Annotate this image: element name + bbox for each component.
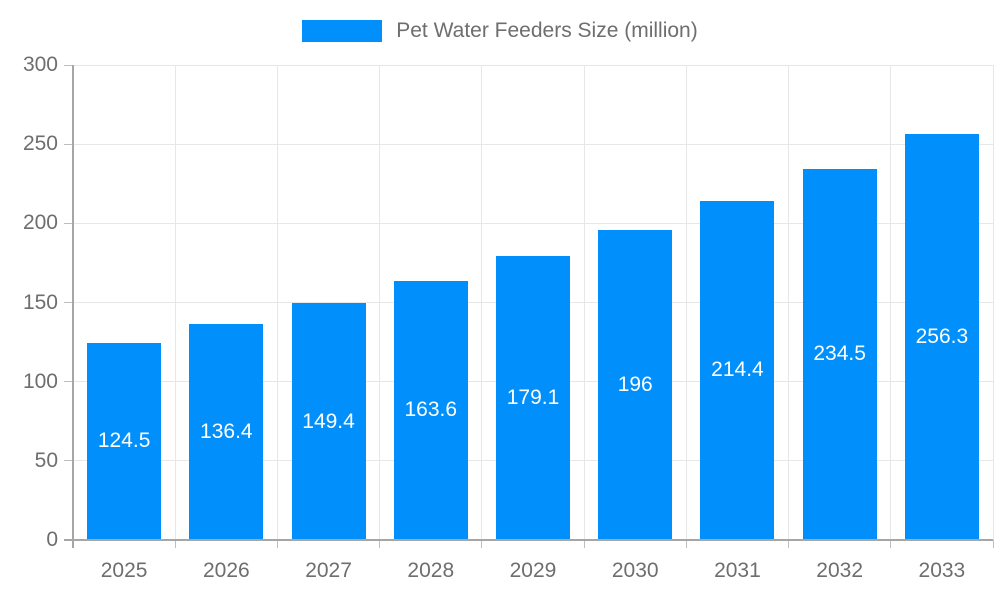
y-axis-label: 150 [22, 290, 58, 314]
x-axis-label: 2027 [305, 559, 352, 582]
x-tick-mark [276, 540, 278, 548]
x-axis-label: 2032 [816, 559, 864, 582]
x-axis-label: 2030 [611, 559, 659, 582]
v-gridline [276, 65, 278, 540]
bar[interactable]: 163.6 [393, 280, 468, 540]
bar[interactable]: 149.4 [291, 303, 366, 540]
bar-value-label: 163.6 [404, 398, 458, 422]
bar[interactable]: 124.5 [87, 342, 162, 540]
x-tick-mark [379, 540, 381, 548]
v-gridline [685, 65, 687, 540]
y-tick-mark [64, 143, 72, 145]
bar[interactable]: 214.4 [700, 200, 775, 540]
bar-value-label: 124.5 [97, 429, 151, 453]
x-tick-mark [583, 540, 585, 548]
bar[interactable]: 196 [598, 229, 673, 540]
bar-value-label: 234.5 [813, 342, 866, 366]
x-tick-mark [481, 540, 483, 548]
x-tick-mark [788, 540, 790, 548]
bar-value-label: 256.3 [915, 325, 969, 349]
y-axis-line [72, 65, 74, 548]
bar-value-label: 149.4 [302, 409, 355, 433]
h-gridline [73, 143, 993, 145]
bar-value-label: 196 [617, 372, 653, 396]
bar-value-label: 136.4 [200, 420, 253, 443]
v-gridline [890, 65, 892, 540]
legend-item[interactable]: Pet Water Feeders Size (million) [0, 16, 1000, 46]
legend-swatch [302, 20, 383, 42]
bar[interactable]: 234.5 [802, 168, 877, 540]
h-gridline [73, 222, 993, 224]
x-axis-label: 2026 [202, 559, 250, 582]
x-axis-label: 2029 [509, 559, 557, 582]
y-tick-mark [64, 222, 72, 224]
legend-label: Pet Water Feeders Size (million) [396, 19, 698, 42]
h-gridline [73, 64, 993, 66]
x-axis-label: 2025 [100, 559, 148, 582]
y-axis-label: 200 [22, 211, 58, 235]
y-axis-label: 50 [34, 448, 58, 472]
x-tick-mark [992, 540, 994, 548]
y-axis-label: 300 [22, 53, 58, 76]
y-tick-mark [64, 460, 72, 462]
bar-value-label: 179.1 [506, 386, 560, 410]
y-tick-mark [64, 302, 72, 303]
y-axis-label: 250 [22, 132, 58, 156]
v-gridline [583, 65, 585, 540]
x-tick-mark [685, 540, 687, 548]
y-tick-mark [64, 64, 72, 66]
x-axis-label: 2033 [918, 559, 966, 582]
v-gridline [992, 65, 994, 540]
bar[interactable]: 179.1 [496, 256, 570, 540]
y-axis-label: 100 [22, 369, 58, 393]
y-axis-label: 0 [46, 528, 58, 551]
v-gridline [174, 65, 176, 540]
x-axis-label: 2031 [714, 559, 761, 582]
bar[interactable]: 136.4 [189, 324, 264, 540]
bar-value-label: 214.4 [711, 358, 764, 382]
v-gridline [788, 65, 790, 540]
y-tick-mark [64, 381, 72, 383]
x-axis-line [64, 539, 993, 541]
x-axis-label: 2028 [407, 559, 455, 582]
bar[interactable]: 256.3 [904, 134, 979, 540]
x-tick-mark [890, 540, 892, 548]
v-gridline [481, 65, 483, 540]
v-gridline [379, 65, 381, 540]
x-tick-mark [174, 540, 176, 548]
